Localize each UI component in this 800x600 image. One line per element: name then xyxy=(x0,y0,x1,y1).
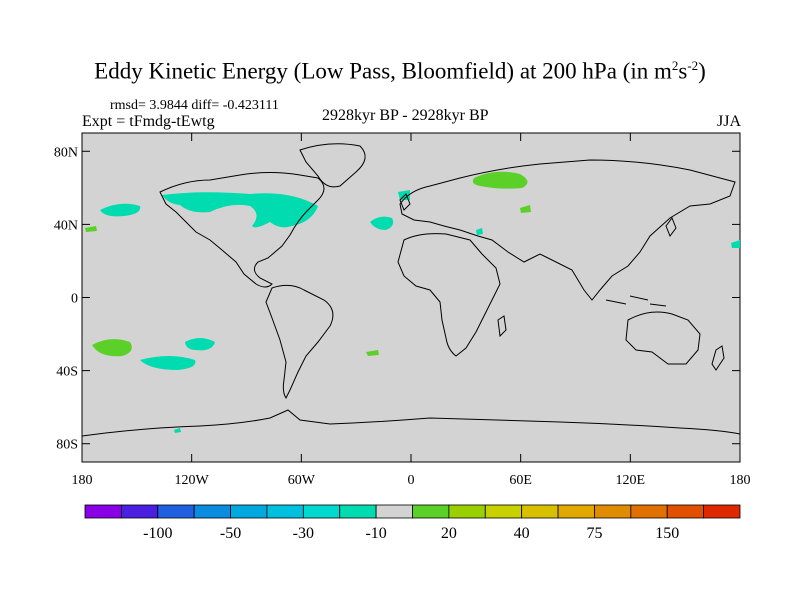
coastlines xyxy=(81,143,741,437)
anomaly-patches xyxy=(85,171,740,433)
colorbar-label: 40 xyxy=(514,525,530,542)
longitude-axis: 180 120W 60W 0 60E 120E 180 xyxy=(72,133,751,488)
colorbar-box xyxy=(193,504,231,519)
patch-n-pacific-east xyxy=(731,240,740,248)
coast-greenland xyxy=(299,143,366,188)
period-label: 2928kyr BP - 2928kyr BP xyxy=(322,107,489,124)
colorbar-box xyxy=(266,504,304,519)
latitude-axis: 80N 40N 0 40S 80S xyxy=(54,145,740,453)
lat-tick-label: 80S xyxy=(56,438,78,453)
lon-tick-label: 120E xyxy=(616,473,646,488)
patch-antarctic xyxy=(174,428,181,433)
lon-tick-label: 60E xyxy=(509,473,532,488)
colorbar-label: -50 xyxy=(220,525,241,542)
colorbar-box xyxy=(448,504,486,519)
coast-indonesia xyxy=(605,295,667,307)
colorbar-box xyxy=(302,504,341,519)
lat-tick-label: 40S xyxy=(56,365,78,380)
lat-tick-label: 80N xyxy=(54,145,78,160)
patch-siberia xyxy=(472,171,528,189)
colorbar-box xyxy=(120,504,159,519)
lon-tick-label: 0 xyxy=(408,473,415,488)
patch-n-atlantic xyxy=(370,216,394,230)
lat-tick-label: 40N xyxy=(54,218,78,233)
coast-africa xyxy=(397,233,501,357)
map-panel xyxy=(81,132,741,463)
colorbar-box xyxy=(557,504,595,519)
patch-n-pacific-west xyxy=(100,203,141,217)
coast-north-america xyxy=(159,172,325,288)
patch-n-america xyxy=(162,192,318,228)
colorbar-box xyxy=(230,504,268,519)
coast-eurasia xyxy=(399,159,736,301)
colorbar-label: 150 xyxy=(655,525,679,542)
coast-uk xyxy=(399,193,411,211)
colorbar: -100 -50 -30 -10 20 40 75 150 xyxy=(84,504,741,542)
patch-s-pacific-green xyxy=(92,339,132,357)
colorbar-box xyxy=(630,504,668,519)
plot-title: Eddy Kinetic Energy (Low Pass, Bloomfiel… xyxy=(94,58,706,84)
colorbar-box xyxy=(666,504,705,519)
patch-s-atlantic xyxy=(366,350,379,356)
lon-tick-label: 60W xyxy=(288,473,316,488)
patch-n-pacific-dateline xyxy=(85,226,97,232)
coast-new-zealand xyxy=(711,345,725,371)
coast-madagascar xyxy=(497,315,507,338)
coast-australia xyxy=(625,311,701,365)
colorbar-box xyxy=(484,504,523,519)
coast-japan xyxy=(665,216,677,238)
patch-caspian xyxy=(520,205,531,213)
coast-south-america xyxy=(265,284,334,399)
colorbar-box xyxy=(339,504,377,519)
coast-antarctica xyxy=(81,409,741,437)
patch-s-pacific-central xyxy=(185,338,215,351)
colorbar-box xyxy=(157,504,195,519)
colorbar-box xyxy=(375,504,413,519)
colorbar-label: 20 xyxy=(441,525,457,542)
lon-tick-label: 180 xyxy=(72,473,93,488)
lon-tick-label: 120W xyxy=(175,473,210,488)
colorbar-box xyxy=(521,504,559,519)
lat-tick-label: 0 xyxy=(71,292,78,307)
colorbar-label: -100 xyxy=(143,525,172,542)
colorbar-label: -30 xyxy=(293,525,314,542)
experiment-label: Expt = tFmdg-tEwtg xyxy=(82,113,215,130)
season-label: JJA xyxy=(717,113,742,130)
colorbar-box xyxy=(84,504,122,519)
stats-text: rmsd= 3.9844 diff= -0.423111 xyxy=(110,98,279,113)
patch-s-pacific-cyan xyxy=(140,356,196,370)
colorbar-box xyxy=(412,504,450,519)
colorbar-box xyxy=(703,504,741,519)
patch-mideast xyxy=(476,228,483,235)
lon-tick-label: 180 xyxy=(730,473,751,488)
colorbar-label: -10 xyxy=(365,525,386,542)
colorbar-label: 75 xyxy=(586,525,602,542)
colorbar-box xyxy=(594,504,632,519)
